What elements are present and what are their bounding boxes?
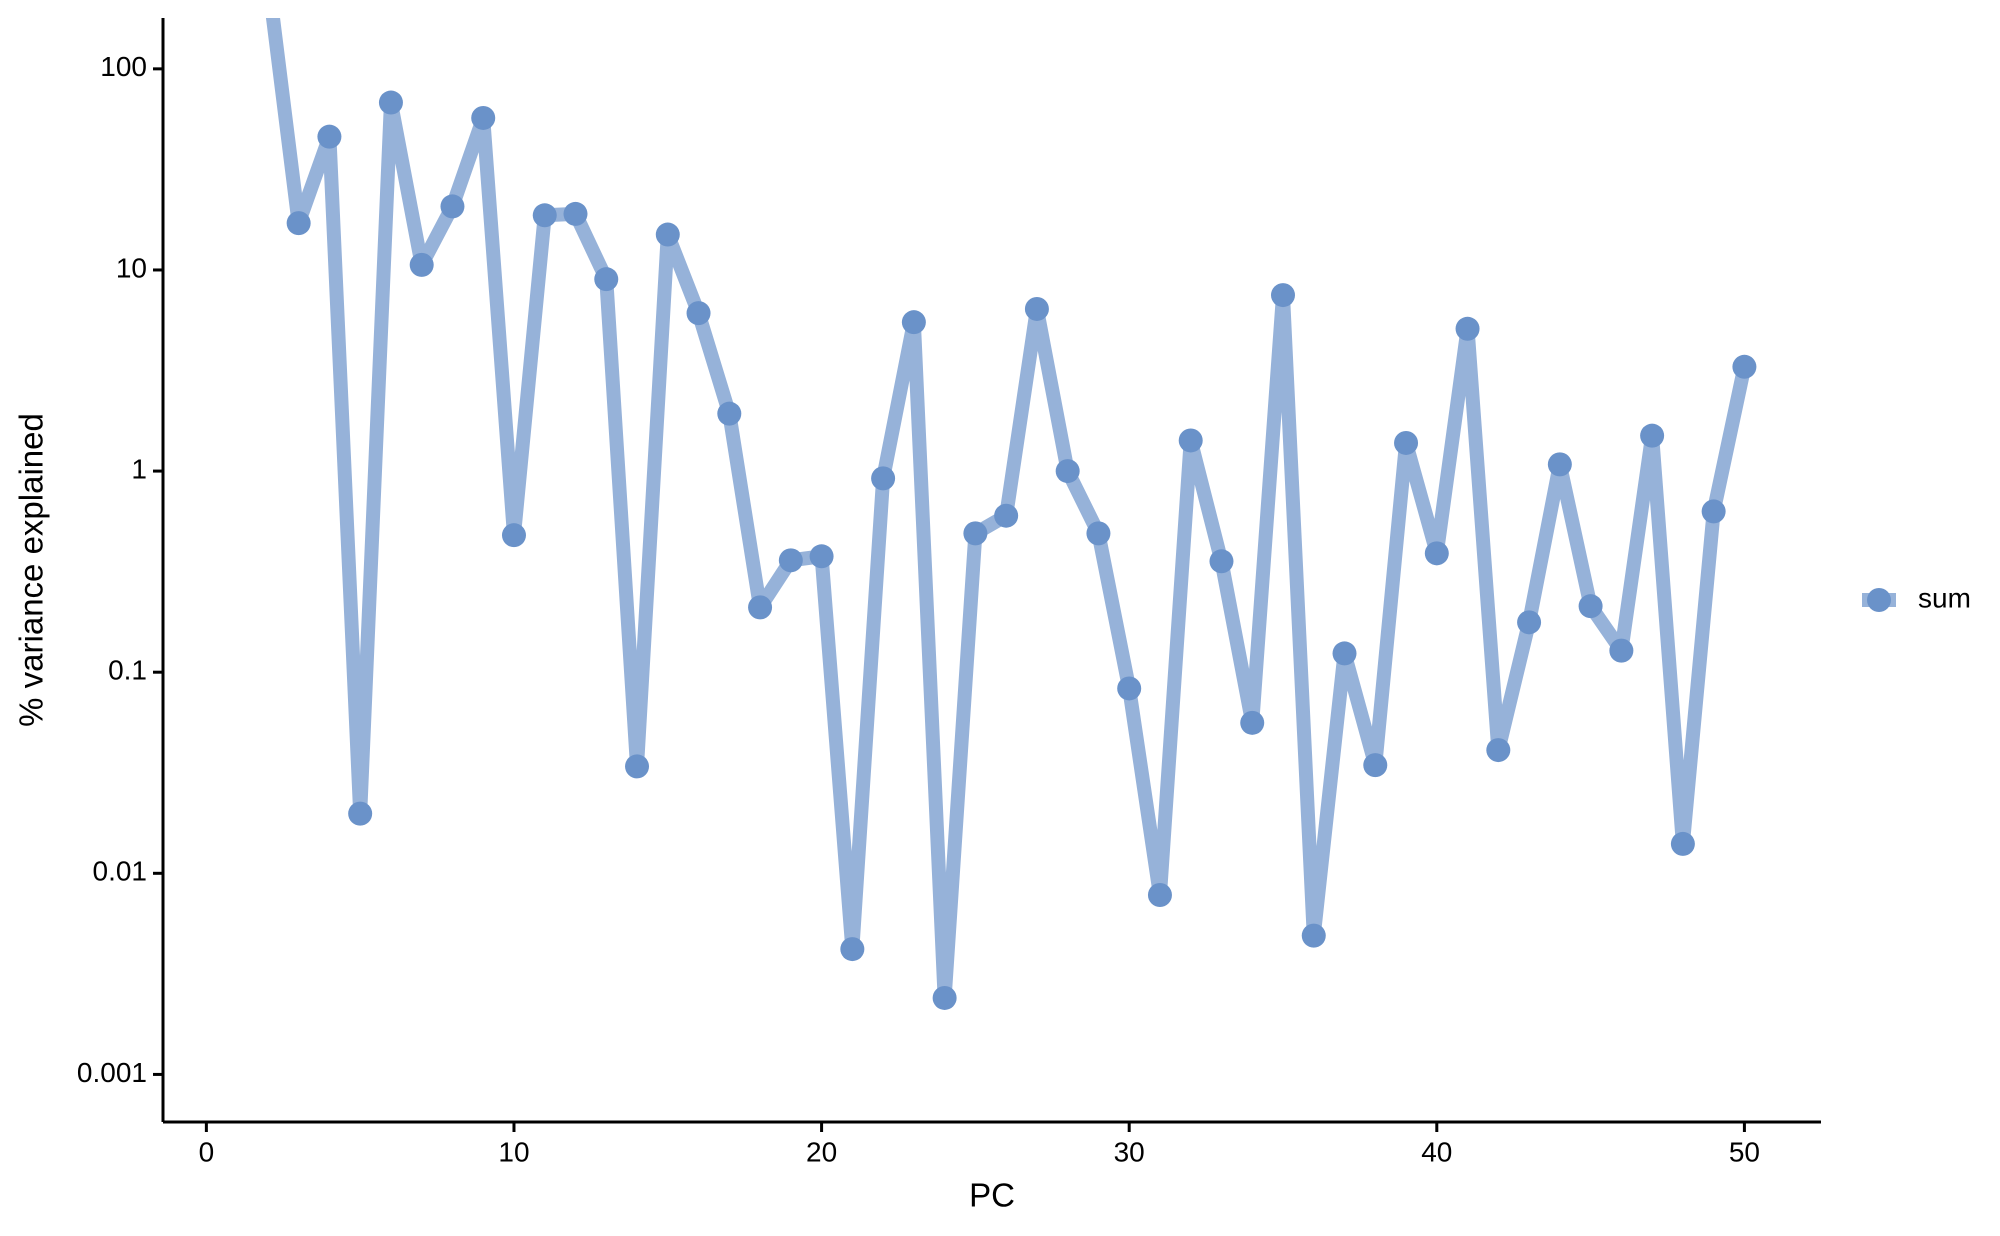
point	[1578, 594, 1603, 619]
x-tick-label: 40	[1421, 1136, 1452, 1167]
point	[1178, 428, 1203, 453]
point	[1486, 738, 1511, 763]
point	[1424, 541, 1449, 566]
y-tick-label: 1	[131, 453, 147, 484]
point	[901, 310, 926, 335]
point	[348, 801, 373, 826]
point	[532, 203, 557, 228]
point	[686, 301, 711, 326]
point	[1209, 549, 1234, 574]
y-tick-label: 10	[116, 252, 147, 283]
point	[1086, 521, 1111, 546]
point	[809, 544, 834, 569]
x-tick-label: 30	[1114, 1136, 1145, 1167]
point	[1701, 499, 1726, 524]
y-tick-label: 0.001	[77, 1057, 147, 1088]
point	[963, 521, 988, 546]
point	[778, 548, 803, 573]
point	[1732, 354, 1757, 379]
point	[1270, 283, 1295, 308]
y-tick-label: 0.1	[108, 655, 147, 686]
x-tick-label: 0	[199, 1136, 215, 1167]
point	[563, 201, 588, 226]
point	[594, 267, 619, 292]
point	[994, 503, 1019, 528]
point	[748, 595, 773, 620]
point	[1147, 883, 1172, 908]
point	[409, 252, 434, 277]
point	[1394, 430, 1419, 455]
point	[501, 523, 526, 548]
point	[286, 211, 311, 236]
y-tick-label: 100	[100, 51, 147, 82]
y-tick-label: 0.01	[93, 856, 148, 887]
point	[471, 105, 496, 130]
y-axis-title: % variance explained	[13, 413, 50, 727]
point	[1640, 423, 1665, 448]
point	[378, 90, 403, 115]
point	[1332, 641, 1357, 666]
point	[1363, 753, 1388, 778]
x-tick-label: 10	[498, 1136, 529, 1167]
point	[871, 466, 896, 491]
point	[1055, 459, 1080, 484]
point	[1547, 452, 1572, 477]
x-tick-label: 20	[806, 1136, 837, 1167]
point	[717, 401, 742, 426]
point	[440, 194, 465, 219]
point	[1301, 923, 1326, 948]
point	[1609, 638, 1634, 663]
point	[317, 124, 342, 149]
legend-marker	[1867, 588, 1891, 612]
point	[1024, 296, 1049, 321]
point	[1117, 676, 1142, 701]
point	[655, 222, 680, 247]
point	[1240, 710, 1265, 735]
point	[625, 754, 650, 779]
point	[1670, 831, 1695, 856]
plot-area	[265, 18, 1757, 1010]
point	[932, 985, 957, 1010]
legend-label: sum	[1918, 582, 1971, 613]
x-tick-label: 50	[1729, 1136, 1760, 1167]
x-axis-title: PC	[969, 1177, 1015, 1214]
point	[1455, 316, 1480, 341]
point	[840, 937, 865, 962]
point	[1517, 610, 1542, 635]
series-line	[265, 18, 1752, 1005]
